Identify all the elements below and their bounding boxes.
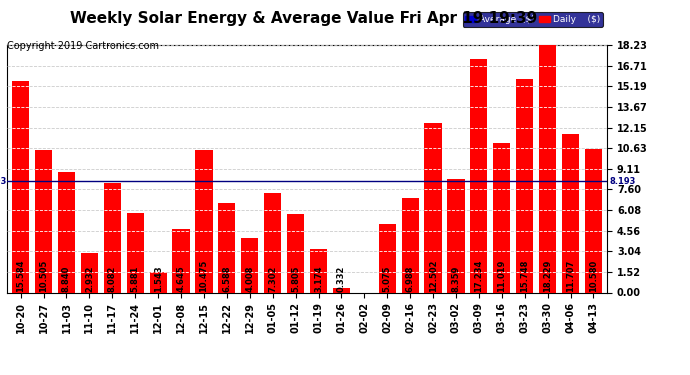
Text: 1.543: 1.543 [154, 265, 163, 292]
Text: 4.008: 4.008 [245, 266, 255, 292]
Bar [447, 179, 464, 292]
Text: 17.234: 17.234 [475, 260, 484, 292]
Text: 7.302: 7.302 [268, 266, 277, 292]
Bar [12, 81, 29, 292]
Bar [471, 58, 487, 292]
Text: Weekly Solar Energy & Average Value Fri Apr 19 19:39: Weekly Solar Energy & Average Value Fri … [70, 11, 538, 26]
Bar [150, 272, 167, 292]
Bar [287, 214, 304, 292]
Text: 11.019: 11.019 [497, 260, 506, 292]
Bar [516, 79, 533, 292]
Text: 15.748: 15.748 [520, 260, 529, 292]
Text: 8.082: 8.082 [108, 266, 117, 292]
Text: 8.840: 8.840 [62, 266, 71, 292]
Text: 11.707: 11.707 [566, 260, 575, 292]
Bar [104, 183, 121, 292]
Text: 8.193: 8.193 [609, 177, 636, 186]
Text: 3.174: 3.174 [314, 266, 323, 292]
Text: 8.193: 8.193 [0, 177, 7, 186]
Text: 5.881: 5.881 [130, 266, 139, 292]
Bar [241, 238, 258, 292]
Bar [81, 253, 98, 292]
Bar [539, 45, 556, 292]
Bar [424, 123, 442, 292]
Text: 2.932: 2.932 [85, 266, 94, 292]
Text: 8.359: 8.359 [451, 266, 460, 292]
Bar [333, 288, 350, 292]
Bar [493, 143, 511, 292]
Text: 5.805: 5.805 [291, 266, 300, 292]
Bar [127, 213, 144, 292]
Bar [562, 134, 579, 292]
Bar [402, 198, 419, 292]
Text: 0.332: 0.332 [337, 266, 346, 292]
Text: 6.988: 6.988 [406, 266, 415, 292]
Text: 15.584: 15.584 [16, 260, 25, 292]
Text: 12.502: 12.502 [428, 260, 437, 292]
Bar [172, 230, 190, 292]
Text: 10.505: 10.505 [39, 260, 48, 292]
Text: Copyright 2019 Cartronics.com: Copyright 2019 Cartronics.com [7, 41, 159, 51]
Bar [379, 224, 396, 292]
Bar [585, 149, 602, 292]
Text: 5.075: 5.075 [383, 266, 392, 292]
Bar [218, 203, 235, 292]
Bar [35, 150, 52, 292]
Bar [310, 249, 327, 292]
Bar [264, 194, 282, 292]
Text: 6.588: 6.588 [222, 266, 231, 292]
Bar [58, 172, 75, 292]
Legend: Average  ($), Daily    ($): Average ($), Daily ($) [463, 12, 602, 27]
Text: 4.645: 4.645 [177, 265, 186, 292]
Text: 18.229: 18.229 [543, 260, 552, 292]
Text: 10.580: 10.580 [589, 260, 598, 292]
Text: 10.475: 10.475 [199, 260, 208, 292]
Bar [195, 150, 213, 292]
